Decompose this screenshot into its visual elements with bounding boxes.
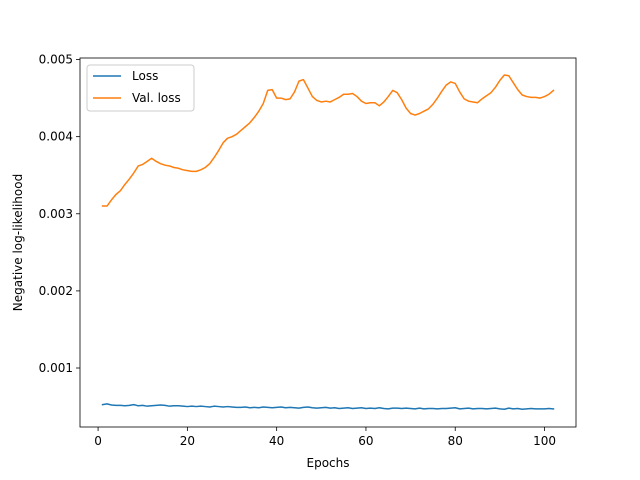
x-tick-label: 0: [94, 434, 102, 448]
x-tick-label: 40: [269, 434, 284, 448]
y-axis-ticks: 0.001 0.002 0.003 0.004 0.005: [39, 53, 80, 375]
x-axis-label: Epochs: [307, 456, 350, 470]
y-tick-label: 0.005: [39, 53, 73, 67]
legend: Loss Val. loss: [86, 64, 195, 112]
y-axis-label: Negative log-likelihood: [11, 174, 25, 311]
y-tick-label: 0.004: [39, 130, 73, 144]
legend-label-val-loss: Val. loss: [132, 91, 181, 105]
x-tick-label: 20: [180, 434, 195, 448]
series-line-val-loss: [101, 74, 555, 207]
x-tick-label: 80: [448, 434, 463, 448]
plot-area: [80, 58, 576, 427]
axes-frame: [79, 57, 577, 428]
x-tick-label: 60: [358, 434, 373, 448]
series-layer: [101, 74, 555, 411]
legend-label-loss: Loss: [132, 69, 158, 83]
y-tick-label: 0.002: [39, 284, 73, 298]
x-tick-label: 100: [533, 434, 556, 448]
y-tick-label: 0.003: [39, 207, 73, 221]
series-line-loss: [101, 403, 555, 411]
x-axis-ticks: 0 20 40 60 80 100: [94, 427, 556, 448]
y-tick-label: 0.001: [39, 361, 73, 375]
